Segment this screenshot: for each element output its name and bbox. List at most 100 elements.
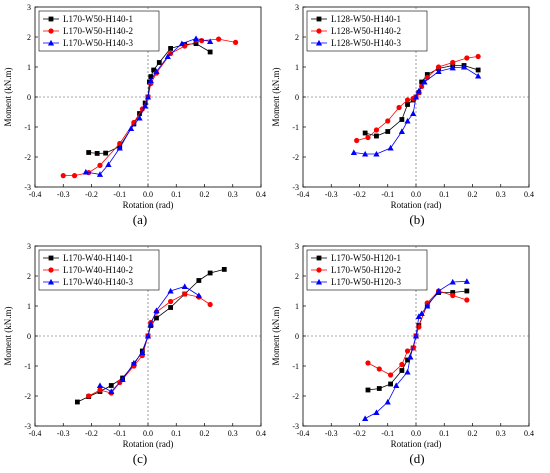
chart-panel-3: -0.4 -0.3 -0.2 -0.1 0.0 0.1 0.2 0.3 0.4 -3 -2 -1 0 1 2… <box>3 242 266 466</box>
data-point <box>350 149 357 155</box>
series-3 <box>362 278 470 421</box>
x-tick-label: 0.3 <box>496 429 506 438</box>
data-point <box>221 267 227 272</box>
data-point <box>127 125 135 131</box>
x-axis-label: Rotation (rad) <box>123 200 174 210</box>
data-point <box>207 301 213 308</box>
y-tick-label: -3 <box>292 422 299 431</box>
data-point <box>385 129 391 134</box>
legend: L170-W50-H120-1 L170-W50-H120-2 L170-W50-H… <box>306 249 428 291</box>
data-point <box>399 117 405 122</box>
data-point <box>156 60 162 65</box>
data-point <box>164 53 171 59</box>
data-point <box>475 72 482 79</box>
x-axis-label: Rotation (rad) <box>391 200 442 210</box>
legend-marker <box>316 267 322 273</box>
series-line <box>353 66 479 155</box>
data-point <box>404 97 411 103</box>
data-point <box>449 278 456 285</box>
x-tick-label: -0.1 <box>381 190 394 199</box>
y-tick-label: 0 <box>295 93 299 102</box>
y-tick-label: -3 <box>24 183 31 192</box>
data-point <box>399 368 405 373</box>
y-axis-label: Moment (kN.m) <box>271 307 281 366</box>
data-point <box>167 287 174 294</box>
data-point <box>450 292 456 299</box>
data-point <box>387 372 394 378</box>
y-tick-label: -1 <box>292 362 299 371</box>
x-tick-label: -0.2 <box>85 429 98 438</box>
data-point <box>94 151 100 156</box>
data-point <box>71 173 78 179</box>
x-tick-label: -0.4 <box>29 190 42 199</box>
x-tick-label: 0.2 <box>200 429 210 438</box>
y-tick-label: 1 <box>27 63 31 72</box>
data-point <box>412 93 420 100</box>
y-tick-label: -2 <box>24 153 31 162</box>
legend-marker <box>47 278 55 285</box>
data-point <box>207 38 214 44</box>
data-point <box>421 78 428 85</box>
legend-entry: L128-W50-H140-1 <box>331 14 401 24</box>
x-tick-label: 0.2 <box>468 429 478 438</box>
data-point <box>460 63 468 70</box>
data-point <box>464 288 470 294</box>
data-point <box>415 87 422 94</box>
legend-entry: L170-W50-H140-3 <box>63 38 133 48</box>
y-tick-label: 0 <box>295 332 299 341</box>
x-tick-label: 0.4 <box>524 190 534 199</box>
data-point <box>168 46 173 51</box>
data-point <box>404 368 411 375</box>
chart-panel-2: -0.4 -0.3 -0.2 -0.1 0.0 0.1 0.2 0.3 0.4 -3 -2 -1 0 1 2… <box>271 3 534 227</box>
legend-marker <box>315 278 323 285</box>
data-point <box>96 171 104 177</box>
data-point <box>216 36 222 42</box>
legend-entry: L170-W40-H140-2 <box>63 265 133 275</box>
data-point <box>116 144 123 151</box>
data-point <box>415 313 422 319</box>
data-point <box>464 55 470 61</box>
y-tick-label: -2 <box>292 153 299 162</box>
data-point <box>168 305 173 310</box>
x-tick-label: -0.4 <box>29 429 42 438</box>
panel-label: (c) <box>133 451 147 466</box>
data-point <box>464 297 470 303</box>
x-tick-label: -0.4 <box>297 190 310 199</box>
x-tick-label: 0.0 <box>411 429 421 438</box>
y-tick-label: 3 <box>295 242 299 251</box>
data-point <box>147 320 154 327</box>
data-point <box>388 381 393 387</box>
legend: L128-W50-H140-1 L128-W50-H140-2 L128-W50-H… <box>306 10 428 52</box>
panel-label: (a) <box>133 212 147 227</box>
legend-entry: L170-W50-H120-3 <box>331 277 401 287</box>
y-tick-label: 0 <box>27 332 31 341</box>
y-tick-label: 2 <box>295 33 299 42</box>
data-point <box>148 74 154 79</box>
x-tick-label: 0.3 <box>228 190 238 199</box>
data-point <box>117 140 123 147</box>
data-point <box>130 359 137 366</box>
x-tick-label: -0.1 <box>113 429 126 438</box>
data-point <box>365 360 371 366</box>
legend-marker <box>48 16 54 22</box>
data-point <box>374 133 379 139</box>
y-axis-label: Moment (kN.m) <box>3 307 13 366</box>
data-point <box>136 114 143 121</box>
x-tick-label: -0.2 <box>85 190 98 199</box>
data-point <box>463 278 470 284</box>
legend-entry: L170-W40-H140-1 <box>63 253 133 263</box>
x-axis-label: Rotation (rad) <box>391 439 442 449</box>
data-point <box>96 382 104 388</box>
data-point <box>139 349 146 355</box>
data-point <box>199 38 205 44</box>
data-point <box>103 150 109 156</box>
data-point <box>182 291 188 297</box>
legend: L170-W50-H140-1 L170-W50-H140-2 L170-W50-H… <box>38 10 160 52</box>
series-line <box>88 43 211 154</box>
legend-entry: L170-W50-H120-2 <box>331 265 401 275</box>
y-tick-label: 2 <box>295 272 299 281</box>
data-point <box>393 382 400 388</box>
series-3 <box>350 63 482 157</box>
legend-marker <box>48 255 54 261</box>
